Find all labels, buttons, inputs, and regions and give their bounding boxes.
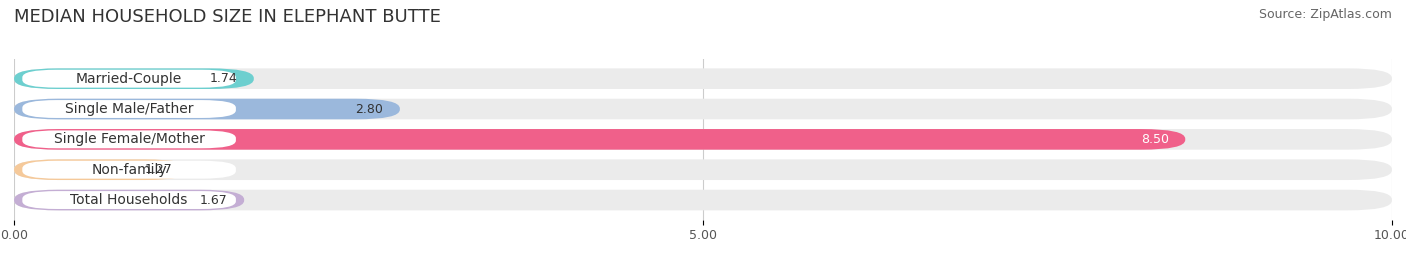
FancyBboxPatch shape xyxy=(14,190,1392,210)
Text: Single Female/Mother: Single Female/Mother xyxy=(53,132,204,146)
FancyBboxPatch shape xyxy=(22,100,236,118)
Text: Total Households: Total Households xyxy=(70,193,188,207)
FancyBboxPatch shape xyxy=(22,191,236,209)
Text: Single Male/Father: Single Male/Father xyxy=(65,102,194,116)
Text: 1.27: 1.27 xyxy=(145,163,173,176)
FancyBboxPatch shape xyxy=(22,161,236,179)
FancyBboxPatch shape xyxy=(14,99,1392,119)
Text: MEDIAN HOUSEHOLD SIZE IN ELEPHANT BUTTE: MEDIAN HOUSEHOLD SIZE IN ELEPHANT BUTTE xyxy=(14,8,441,26)
Text: Non-family: Non-family xyxy=(91,163,167,177)
Text: Source: ZipAtlas.com: Source: ZipAtlas.com xyxy=(1258,8,1392,21)
FancyBboxPatch shape xyxy=(14,159,188,180)
FancyBboxPatch shape xyxy=(14,99,399,119)
FancyBboxPatch shape xyxy=(14,68,1392,89)
Text: 1.74: 1.74 xyxy=(209,72,238,85)
Text: 8.50: 8.50 xyxy=(1140,133,1168,146)
Text: 2.80: 2.80 xyxy=(356,103,384,116)
FancyBboxPatch shape xyxy=(14,129,1392,150)
FancyBboxPatch shape xyxy=(22,70,236,88)
FancyBboxPatch shape xyxy=(14,159,1392,180)
FancyBboxPatch shape xyxy=(22,131,236,148)
FancyBboxPatch shape xyxy=(14,190,245,210)
Text: Married-Couple: Married-Couple xyxy=(76,72,183,86)
FancyBboxPatch shape xyxy=(14,68,254,89)
FancyBboxPatch shape xyxy=(14,129,1185,150)
Text: 1.67: 1.67 xyxy=(200,193,228,207)
